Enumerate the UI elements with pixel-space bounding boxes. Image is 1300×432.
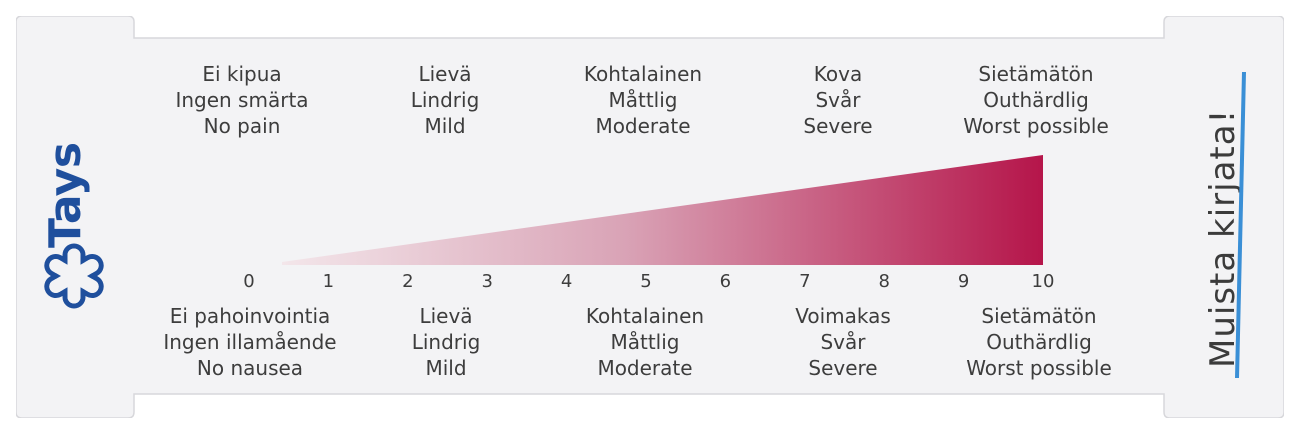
label-line: Lievä — [419, 304, 473, 328]
label-line: Måttlig — [610, 330, 680, 354]
label-line: Worst possible — [966, 356, 1112, 380]
reminder-note: Muista kirjata! — [1193, 72, 1253, 378]
label-line: Lievä — [418, 62, 472, 86]
label-line: Severe — [808, 356, 878, 380]
scale-tick-7: 7 — [799, 271, 811, 292]
underline-stroke — [1235, 72, 1246, 378]
scale-tick-8: 8 — [878, 271, 890, 292]
label-line: Voimakas — [795, 304, 891, 328]
scale-tick-10: 10 — [1031, 271, 1055, 292]
star-of-life-icon — [44, 243, 104, 309]
scale-tick-0: 0 — [243, 271, 255, 292]
label-line: Worst possible — [963, 114, 1109, 138]
label-line: Ingen smärta — [175, 88, 309, 112]
label-line: No pain — [203, 114, 281, 138]
label-line: Svår — [815, 88, 861, 112]
pain-label-0: Ei kipua Ingen smärta No pain — [172, 61, 312, 139]
label-line: Sietämätön — [981, 304, 1097, 328]
nausea-label-2: Kohtalainen Måttlig Moderate — [570, 303, 720, 381]
nausea-label-1: Lievä Lindrig Mild — [386, 303, 506, 381]
nausea-label-3: Voimakas Svår Severe — [778, 303, 908, 381]
label-line: Ei pahoinvointia — [169, 304, 331, 328]
label-line: Moderate — [595, 114, 691, 138]
label-line: Lindrig — [410, 88, 480, 112]
label-line: Outhärdlig — [986, 330, 1092, 354]
pain-label-1: Lievä Lindrig Mild — [385, 61, 505, 139]
label-line: No nausea — [196, 356, 304, 380]
label-line: Outhärdlig — [983, 88, 1089, 112]
label-line: Mild — [424, 114, 466, 138]
tays-logo: Tays — [30, 110, 120, 320]
scale-tick-4: 4 — [560, 271, 573, 292]
wedge-shape — [282, 155, 1043, 265]
label-line: Sietämätön — [978, 62, 1094, 86]
pain-label-3: Kova Svår Severe — [788, 61, 888, 139]
label-line: Ei kipua — [202, 62, 282, 86]
scale-tick-6: 6 — [719, 271, 732, 292]
label-line: Svår — [820, 330, 866, 354]
label-line: Mild — [425, 356, 467, 380]
label-line: Ingen illamående — [163, 330, 337, 354]
scale-tick-9: 9 — [957, 271, 970, 292]
label-line: Lindrig — [411, 330, 481, 354]
label-line: Kohtalainen — [585, 304, 705, 328]
scale-tick-3: 3 — [481, 271, 493, 292]
label-line: Kova — [813, 62, 863, 86]
pain-label-4: Sietämätön Outhärdlig Worst possible — [956, 61, 1116, 139]
label-line: Severe — [803, 114, 873, 138]
label-line: Moderate — [597, 356, 693, 380]
scale-tick-1: 1 — [322, 271, 335, 292]
scale-tick-2: 2 — [402, 271, 414, 292]
label-line: Måttlig — [608, 88, 678, 112]
label-line: Kohtalainen — [583, 62, 703, 86]
pain-label-2: Kohtalainen Måttlig Moderate — [568, 61, 718, 139]
nausea-label-0: Ei pahoinvointia Ingen illamående No nau… — [150, 303, 350, 381]
nausea-label-4: Sietämätön Outhärdlig Worst possible — [958, 303, 1120, 381]
scale-tick-5: 5 — [640, 271, 652, 292]
